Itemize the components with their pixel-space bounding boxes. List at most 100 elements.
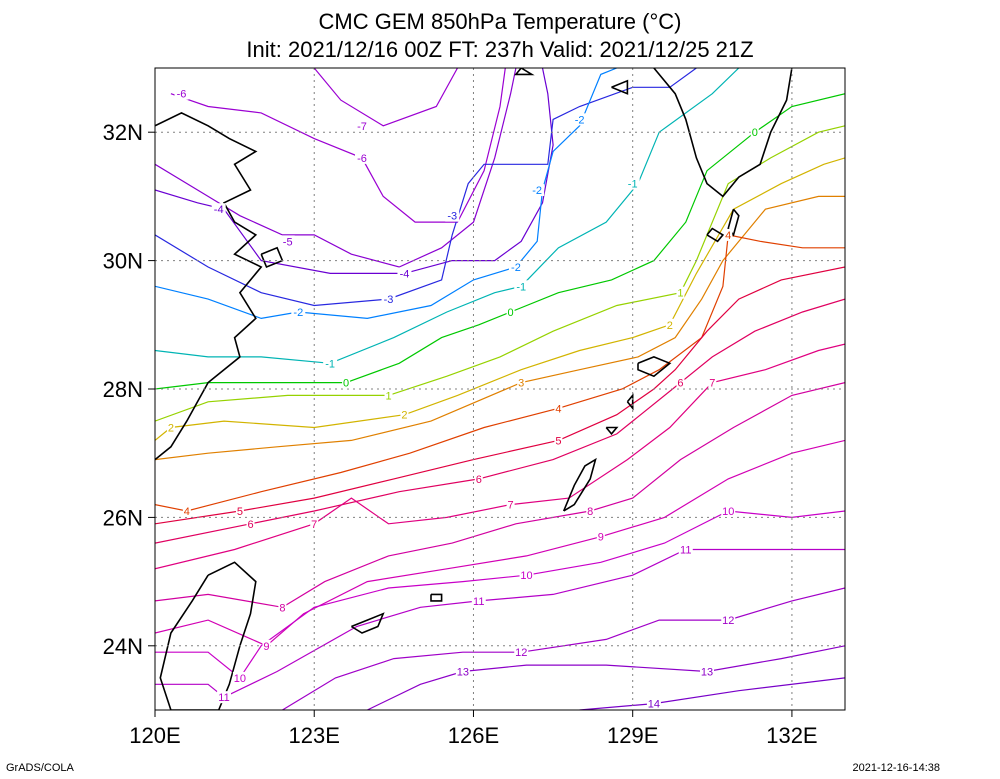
contour-label-bg (174, 87, 189, 100)
isotherm-7 (155, 343, 845, 570)
contour-label: 1 (677, 288, 683, 300)
contour-label-bg (384, 389, 393, 402)
contour-label: 8 (279, 602, 285, 614)
isotherm-0 (155, 93, 845, 390)
coastline-okinawa (562, 457, 597, 512)
contour-label-bg (246, 517, 255, 530)
contour-label: -3 (447, 211, 457, 223)
isotherm--7 (313, 68, 459, 127)
coastline-yakushima (706, 227, 725, 243)
lat-tick-label: 26N (103, 505, 143, 530)
footer-credit: GrADS/COLA (6, 762, 74, 774)
isotherm-13 (367, 645, 845, 710)
contour-label: -5 (283, 236, 293, 248)
contour-label-bg (530, 183, 545, 196)
contour-label-bg (445, 209, 460, 222)
contour-label-bg (217, 691, 231, 704)
contour-label-bg (506, 498, 515, 511)
footer-timestamp: 2021-12-16-14:38 (852, 762, 940, 774)
contour-label-bg (554, 402, 563, 415)
contour-label-bg (519, 569, 534, 582)
lon-tick-label: 120E (129, 723, 180, 748)
contour-label-bg (342, 376, 351, 389)
contour-layer (155, 68, 845, 710)
contour-label: 4 (184, 506, 190, 518)
contour-label-bg (708, 376, 717, 389)
contour-label-bg (586, 504, 595, 517)
contour-label: -1 (325, 358, 335, 370)
isotherm-12 (282, 587, 845, 710)
contour-label-bg (646, 697, 661, 710)
contour-label: 8 (587, 506, 593, 518)
contour-label: 7 (709, 378, 715, 390)
contour-label-bg (355, 119, 369, 132)
contour-label: -2 (511, 262, 521, 274)
isotherm--5 (155, 68, 517, 268)
isotherm-2 (155, 157, 845, 441)
contour-label-bg (676, 286, 685, 299)
contour-label: 0 (343, 378, 349, 390)
coastline-goto (611, 79, 629, 95)
contour-label: 2 (168, 423, 174, 435)
contour-label: -7 (357, 121, 367, 133)
map-subtitle: Init: 2021/12/16 00Z FT: 237h Valid: 202… (246, 37, 754, 62)
contour-label-bg (665, 318, 674, 331)
contour-label: 10 (520, 570, 532, 582)
isotherm--1 (155, 68, 740, 364)
contour-label-bg (280, 235, 295, 248)
contour-label-layer: -6-7-6-4-5-4-3-3-2-2-2-2-1-1-10001122234… (166, 87, 759, 711)
contour-label: 11 (218, 692, 229, 704)
contour-label-bg (506, 305, 515, 318)
contour-label-bg (724, 228, 733, 241)
contour-label-bg (166, 421, 175, 434)
contour-label: 9 (263, 641, 269, 653)
coastline-tokunoshima (626, 393, 634, 411)
coastline-miyako (430, 593, 443, 602)
contour-label-bg (381, 293, 396, 306)
contour-label: 11 (680, 545, 691, 557)
lat-tick-label: 24N (103, 634, 143, 659)
lat-tick-label: 28N (103, 377, 143, 402)
contour-label: 10 (234, 673, 246, 685)
contour-label-bg (278, 601, 287, 614)
contour-label: 5 (237, 506, 243, 518)
contour-label: 2 (401, 410, 407, 422)
contour-label: 7 (508, 500, 514, 512)
contour-label: 2 (667, 320, 673, 332)
axis-ticks: 120E 123E 126E 129E 132E 24N 26N 28N 30N 32N (103, 120, 818, 748)
coastline-china-coast (155, 112, 263, 461)
isotherm-5 (155, 266, 845, 525)
contour-label: -1 (628, 179, 638, 191)
contour-label-bg (596, 530, 605, 543)
lon-tick-label: 126E (448, 723, 499, 748)
contour-label-bg (721, 614, 736, 627)
contour-label-bg (625, 177, 640, 190)
contour-label: 6 (677, 378, 683, 390)
contour-label-bg (508, 261, 523, 274)
contour-label-bg (750, 126, 759, 139)
contour-label-bg (397, 267, 412, 280)
isotherm--2 (155, 68, 618, 320)
contour-label-bg (323, 357, 338, 370)
isotherm-10 (155, 510, 845, 679)
contour-label-bg (235, 504, 244, 517)
contour-label: -4 (400, 268, 410, 280)
contour-label: -6 (357, 153, 367, 165)
contour-label: 12 (722, 615, 734, 627)
contour-label: 10 (722, 506, 734, 518)
contour-label: -2 (532, 185, 542, 197)
contour-label-bg (474, 472, 483, 485)
isotherm-3 (155, 195, 845, 461)
isotherm-4 (155, 234, 845, 512)
lat-tick-label: 32N (103, 120, 143, 145)
contour-label: 14 (648, 699, 660, 711)
contour-label-bg (514, 280, 529, 293)
contour-label: 0 (752, 127, 758, 139)
contour-label-bg (721, 504, 736, 517)
coastline-tanegashima (727, 208, 740, 237)
lon-tick-label: 129E (607, 723, 658, 748)
coastline-taiwan (159, 561, 257, 710)
contour-label-bg (517, 376, 526, 389)
lat-tick-label: 30N (103, 249, 143, 274)
